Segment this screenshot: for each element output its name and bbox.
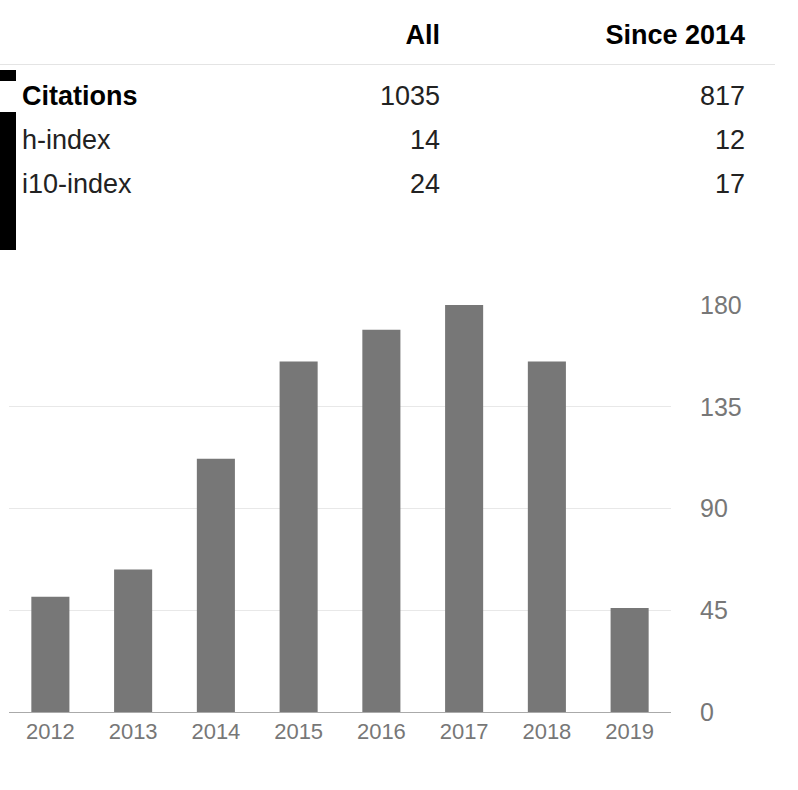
svg-text:2012: 2012 bbox=[26, 719, 75, 744]
svg-text:2016: 2016 bbox=[357, 719, 406, 744]
html-text:i10-index: i10-index bbox=[22, 169, 132, 199]
html-text:12: 12 bbox=[715, 125, 745, 155]
html-text:17: 17 bbox=[715, 169, 745, 199]
svg-text:2015: 2015 bbox=[274, 719, 323, 744]
html-text:All: All bbox=[405, 20, 440, 50]
svg-text:0: 0 bbox=[700, 698, 714, 726]
html-text:24: 24 bbox=[410, 169, 440, 199]
svg-text:90: 90 bbox=[700, 494, 728, 522]
svg-text:2013: 2013 bbox=[109, 719, 158, 744]
svg-text:2019: 2019 bbox=[605, 719, 654, 744]
svg-text:2017: 2017 bbox=[440, 719, 489, 744]
html-text:14: 14 bbox=[410, 125, 440, 155]
svg-text:180: 180 bbox=[700, 291, 742, 319]
svg-text:135: 135 bbox=[700, 393, 742, 421]
html-text:Citations: Citations bbox=[22, 81, 138, 111]
svg-text:2018: 2018 bbox=[522, 719, 571, 744]
svg-text:2014: 2014 bbox=[191, 719, 240, 744]
html-text:Since 2014: Since 2014 bbox=[605, 20, 745, 50]
html-text:817: 817 bbox=[699, 81, 745, 111]
svg-text:45: 45 bbox=[700, 596, 728, 624]
html-text:h-index: h-index bbox=[22, 125, 111, 155]
html-text:1035: 1035 bbox=[379, 81, 440, 111]
